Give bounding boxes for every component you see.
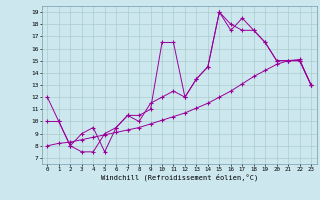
X-axis label: Windchill (Refroidissement éolien,°C): Windchill (Refroidissement éolien,°C) [100,173,258,181]
